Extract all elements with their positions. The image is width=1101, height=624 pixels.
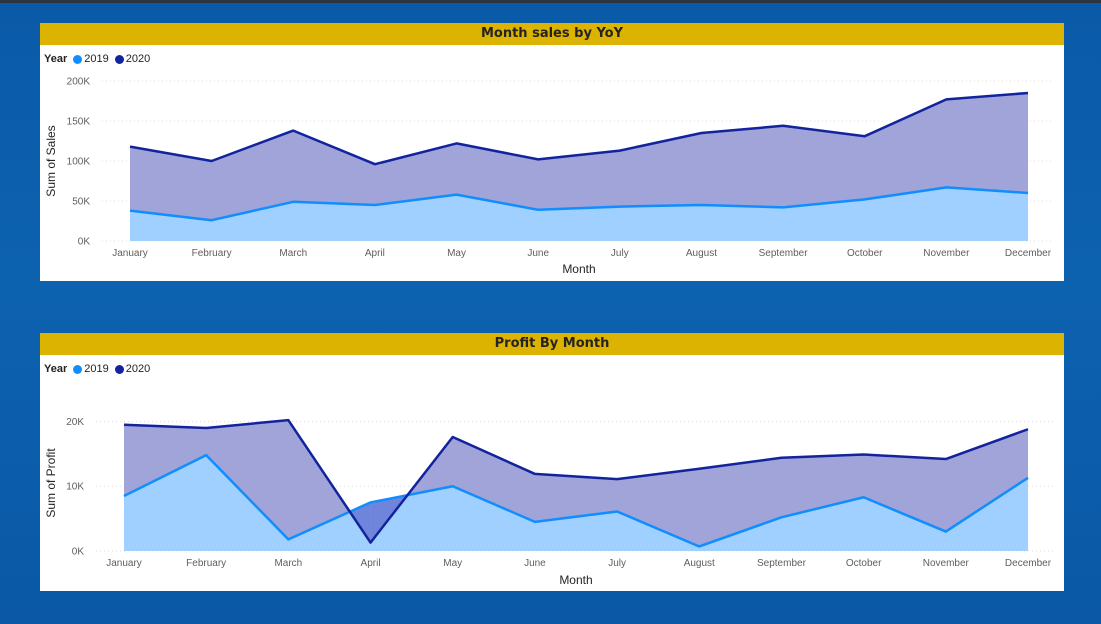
profit-point-2020-september [779, 456, 783, 460]
profit-x-tick-september: September [757, 558, 807, 569]
sales-x-tick-november: November [923, 248, 970, 259]
sales-point-2019-november [944, 185, 948, 189]
profit-x-axis-title: Month [559, 573, 592, 587]
profit-point-2019-february [204, 453, 208, 457]
top-border [0, 0, 1101, 3]
sales-y-tick-label: 150K [67, 117, 91, 128]
profit-y-tick-label: 0K [72, 547, 85, 558]
profit-point-2020-november [944, 457, 948, 461]
sales-x-tick-august: August [686, 248, 717, 259]
sales-point-2020-may [455, 141, 459, 145]
profit-area-chart[interactable]: 0K 10K 20K January February March April May June… [40, 333, 1064, 591]
profit-point-2019-january [122, 494, 126, 498]
sales-y-axis-title: Sum of Sales [44, 125, 58, 196]
sales-point-2020-january [128, 145, 132, 149]
profit-point-2020-march [286, 418, 290, 422]
profit-point-2020-july [615, 477, 619, 481]
sales-point-2020-september [781, 124, 785, 128]
profit-x-tick-march: March [274, 558, 302, 569]
profit-x-tick-december: December [1005, 558, 1052, 569]
profit-point-2020-april [369, 541, 373, 545]
sales-area-chart[interactable]: 0K 50K 100K 150K 200K January February March Apr… [40, 23, 1064, 281]
profit-point-2020-august [697, 467, 701, 471]
profit-point-2019-august [697, 544, 701, 548]
sales-point-2019-march [291, 200, 295, 204]
profit-point-2019-june [533, 520, 537, 524]
profit-point-2020-february [204, 426, 208, 430]
profit-point-2019-may [451, 484, 455, 488]
sales-point-2020-june [536, 157, 540, 161]
sales-point-2020-august [699, 131, 703, 135]
sales-x-tick-october: October [847, 248, 883, 259]
profit-x-tick-june: June [524, 558, 546, 569]
sales-x-tick-february: February [192, 248, 232, 259]
profit-x-tick-may: May [443, 558, 462, 569]
sales-y-tick-label: 100K [67, 157, 91, 168]
profit-point-2019-september [779, 515, 783, 519]
profit-y-axis-title: Sum of Profit [44, 448, 58, 518]
profit-point-2020-december [1026, 427, 1030, 431]
sales-point-2020-october [863, 134, 867, 138]
profit-point-2020-may [451, 435, 455, 439]
profit-point-2020-october [862, 453, 866, 457]
profit-x-tick-january: January [106, 558, 142, 569]
profit-point-2019-november [944, 530, 948, 534]
sales-x-tick-april: April [365, 248, 385, 259]
sales-x-tick-december: December [1005, 248, 1052, 259]
profit-y-tick-label: 20K [66, 417, 84, 428]
sales-point-2019-january [128, 209, 132, 213]
sales-point-2019-may [455, 193, 459, 197]
profit-point-2019-december [1026, 476, 1030, 480]
sales-point-2019-september [781, 205, 785, 209]
profit-x-tick-july: July [608, 558, 626, 569]
sales-y-tick-label: 200K [67, 77, 91, 88]
sales-point-2020-february [210, 159, 214, 163]
profit-x-tick-october: October [846, 558, 882, 569]
sales-point-2019-august [699, 203, 703, 207]
profit-point-2020-january [122, 423, 126, 427]
sales-x-tick-may: May [447, 248, 466, 259]
sales-x-axis-title: Month [562, 262, 595, 276]
sales-x-tick-march: March [279, 248, 307, 259]
sales-chart-panel[interactable]: Month sales by YoY Year 2019 2020 0K 50K 1… [40, 23, 1064, 281]
sales-x-tick-june: June [527, 248, 549, 259]
profit-point-2019-october [862, 495, 866, 499]
sales-point-2020-november [944, 97, 948, 101]
sales-point-2019-july [618, 205, 622, 209]
profit-x-tick-february: February [186, 558, 226, 569]
sales-point-2019-october [863, 197, 867, 201]
profit-x-tick-august: August [684, 558, 715, 569]
profit-x-tick-november: November [923, 558, 970, 569]
sales-point-2019-december [1026, 191, 1030, 195]
profit-point-2019-march [286, 537, 290, 541]
profit-chart-panel[interactable]: Profit By Month Year 2019 2020 0K 10K 20K J… [40, 333, 1064, 591]
profit-x-tick-april: April [361, 558, 381, 569]
sales-y-tick-label: 0K [78, 237, 91, 248]
sales-x-tick-september: September [759, 248, 809, 259]
sales-x-tick-january: January [112, 248, 148, 259]
sales-point-2019-april [373, 203, 377, 207]
sales-point-2020-march [291, 129, 295, 133]
sales-point-2019-june [536, 208, 540, 212]
sales-point-2019-february [210, 218, 214, 222]
profit-y-tick-label: 10K [66, 482, 84, 493]
profit-point-2019-april [369, 500, 373, 504]
profit-point-2019-july [615, 509, 619, 513]
sales-point-2020-december [1026, 91, 1030, 95]
profit-point-2020-june [533, 472, 537, 476]
sales-y-tick-label: 50K [72, 197, 90, 208]
sales-point-2020-april [373, 162, 377, 166]
sales-x-tick-july: July [611, 248, 629, 259]
sales-point-2020-july [618, 149, 622, 153]
